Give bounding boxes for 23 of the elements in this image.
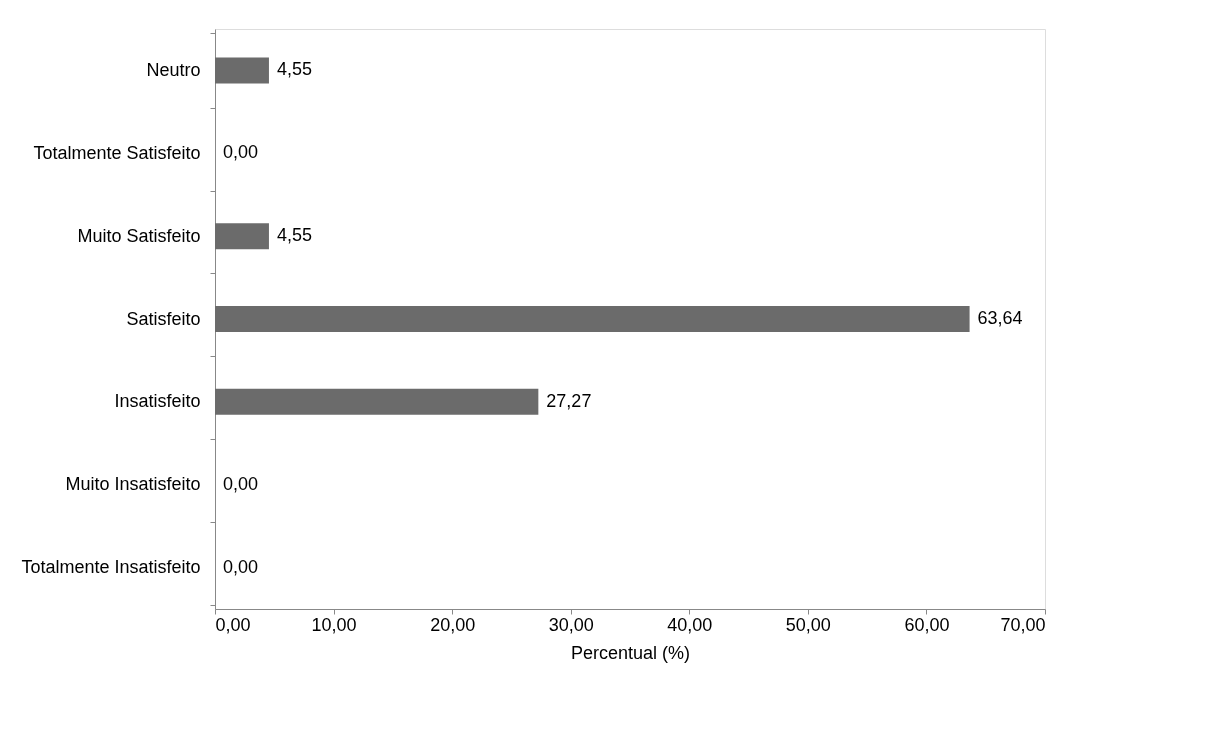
data-label: 63,64 <box>977 308 1023 328</box>
x-tick-label: 60,00 <box>904 614 950 635</box>
x-axis-title: Percentual (%) <box>570 642 691 663</box>
x-tick-label: 70,00 <box>1000 614 1046 635</box>
data-label: 0,00 <box>223 473 259 494</box>
x-tick-label: 30,00 <box>548 614 594 635</box>
x-tick-label: 40,00 <box>667 614 713 635</box>
x-tick-label: 0,00 <box>215 614 251 635</box>
x-tick-label: 10,00 <box>311 614 357 635</box>
data-label: 4,55 <box>276 225 312 246</box>
data-label: 27,27 <box>546 390 592 411</box>
data-label: 0,00 <box>223 556 259 577</box>
y-tick-label: Satisfeito <box>126 308 201 329</box>
y-tick-label: Muito Insatisfeito <box>65 474 201 495</box>
y-tick-label: Totalmente Satisfeito <box>33 142 201 163</box>
y-tick-label: Muito Satisfeito <box>77 225 201 246</box>
data-label: 4,55 <box>276 59 312 80</box>
x-tick-label: 20,00 <box>430 614 476 635</box>
y-tick-label: Totalmente Insatisfeito <box>21 557 201 578</box>
x-tick-label: 50,00 <box>785 614 831 635</box>
y-tick-label: Insatisfeito <box>114 391 201 412</box>
y-tick-label: Neutro <box>146 59 201 80</box>
data-label: 0,00 <box>223 142 259 163</box>
